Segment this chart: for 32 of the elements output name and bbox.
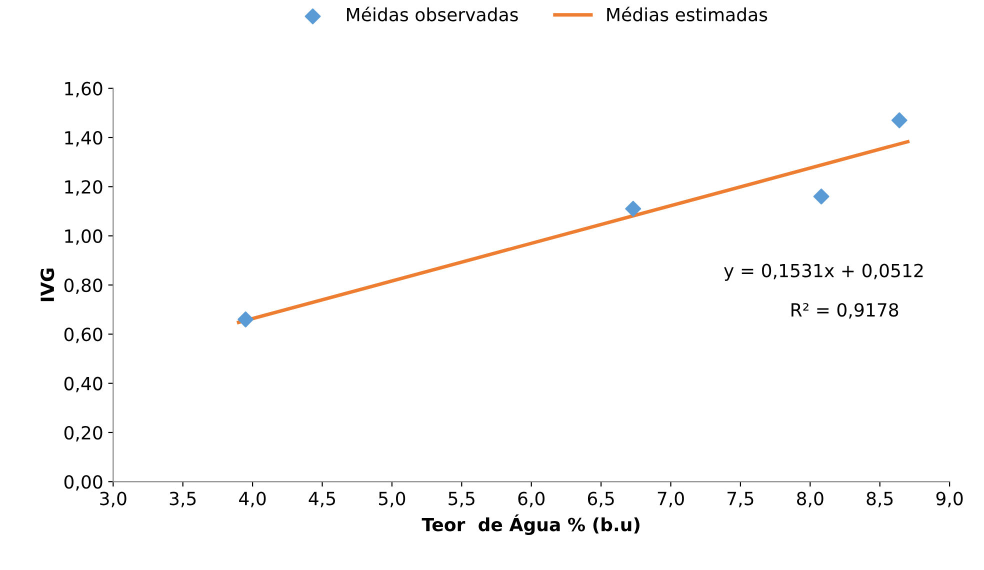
point bbox=[625, 200, 642, 217]
y-tick-label: 0,20 bbox=[64, 426, 102, 442]
point bbox=[813, 188, 830, 204]
x-tick-label: 6,5 bbox=[588, 492, 614, 508]
x-tick-label: 7,0 bbox=[658, 492, 684, 508]
y-tick-label: 0,80 bbox=[64, 278, 102, 294]
y-tick-label: 1,20 bbox=[65, 180, 102, 196]
y-axis-title: IVG bbox=[40, 268, 54, 302]
y-tick-label: 1,00 bbox=[65, 229, 102, 245]
point bbox=[238, 311, 254, 328]
x-tick-label: 6,0 bbox=[518, 492, 545, 508]
x-tick-label: 8,5 bbox=[866, 492, 893, 508]
y-tick-label: 1,60 bbox=[65, 82, 102, 98]
x-tick-label: 7,5 bbox=[728, 492, 754, 508]
x-tick-label: 3,0 bbox=[100, 492, 126, 508]
y-tick-label: 0,40 bbox=[64, 376, 102, 392]
y-tick-label: 0,00 bbox=[64, 475, 102, 491]
x-axis-title: Teor de Água % (b.u) bbox=[422, 514, 640, 535]
legend-label: Médias estimadas bbox=[607, 6, 768, 22]
x-tick-label: 5,0 bbox=[378, 492, 406, 508]
y-tick-label: 0,60 bbox=[64, 328, 102, 344]
x-tick-label: 4,0 bbox=[239, 492, 266, 508]
legend-label: Méidas observadas bbox=[347, 6, 518, 22]
x-tick-label: 9,0 bbox=[936, 492, 963, 508]
annotation: R² = 0,9178 bbox=[792, 303, 898, 319]
annotation: y = 0,1531x + 0,0512 bbox=[724, 264, 923, 281]
x-tick-label: 3,5 bbox=[170, 492, 196, 508]
x-tick-label: 5,5 bbox=[448, 492, 474, 508]
x-tick-label: 8,0 bbox=[797, 492, 824, 508]
x-tick-label: 4,5 bbox=[308, 492, 336, 508]
point bbox=[891, 112, 908, 128]
y-tick-label: 1,40 bbox=[65, 130, 102, 146]
